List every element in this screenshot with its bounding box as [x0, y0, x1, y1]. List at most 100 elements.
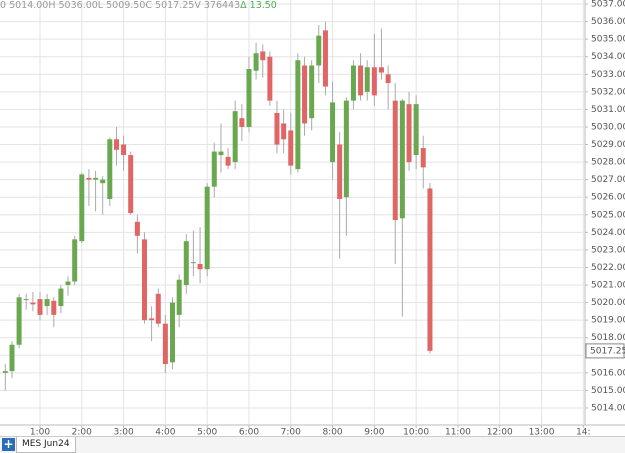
candle-body — [260, 51, 266, 61]
candle-body — [23, 299, 29, 301]
candle-body — [44, 299, 50, 307]
candle-body — [225, 156, 231, 166]
x-tick-label: 8:00 — [322, 428, 342, 437]
candle-body — [246, 69, 252, 127]
x-tick-label: 11:00 — [445, 428, 471, 437]
candle-body — [2, 371, 8, 373]
candle-body — [149, 318, 155, 321]
x-tick-label: 7:00 — [281, 428, 301, 437]
candle-body — [107, 139, 113, 199]
candle-body — [378, 67, 384, 73]
candle-body — [267, 56, 273, 101]
candle-body — [358, 65, 364, 96]
candle-body — [58, 288, 64, 307]
y-tick-label: 5035.00 — [591, 35, 625, 45]
y-tick-label: 5028.00 — [591, 158, 625, 168]
y-tick-label: 5030.00 — [591, 122, 625, 132]
candle-body — [343, 100, 349, 198]
candle-body — [295, 60, 301, 170]
candle-body — [169, 302, 175, 363]
x-tick-label: 9:00 — [364, 428, 384, 437]
candle-body — [128, 155, 134, 214]
candle-body — [16, 297, 22, 345]
candle-body — [399, 100, 405, 219]
axis-labels: 5014.005015.005016.005017.005018.005019.… — [30, 0, 625, 436]
candle-body — [93, 177, 99, 180]
y-tick-label: 5023.00 — [591, 245, 625, 255]
y-tick-label: 5015.00 — [591, 386, 625, 396]
candle-body — [176, 279, 182, 315]
x-tick-label: 10:00 — [403, 428, 429, 437]
y-tick-label: 5021.00 — [591, 281, 625, 291]
candles — [2, 21, 433, 391]
y-tick-label: 5026.00 — [591, 193, 625, 203]
candle-body — [183, 241, 189, 286]
y-tick-label: 5033.00 — [591, 70, 625, 80]
candle-body — [420, 148, 426, 168]
candle-body — [72, 239, 78, 282]
x-tick-label: 12:00 — [487, 428, 513, 437]
candle-body — [330, 102, 336, 163]
last-price-label: 5017.25 — [590, 346, 625, 356]
x-tick-label: 5:00 — [197, 428, 217, 437]
y-tick-label: 5037.00 — [591, 0, 625, 10]
candle-body — [350, 65, 356, 101]
x-tick-label: 3:00 — [113, 428, 133, 437]
candle-body — [86, 177, 92, 180]
x-tick-label: 6:00 — [239, 428, 259, 437]
candle-body — [79, 174, 85, 242]
candle-body — [37, 299, 43, 315]
candle-body — [9, 344, 15, 372]
y-tick-label: 5022.00 — [591, 263, 625, 273]
candle-body — [322, 30, 328, 87]
candle-body — [385, 74, 391, 84]
y-tick-label: 5027.00 — [591, 175, 625, 185]
x-tick-label: 13:00 — [529, 428, 555, 437]
candle-body — [288, 130, 294, 166]
y-tick-label: 5018.00 — [591, 333, 625, 343]
y-tick-label: 5016.00 — [591, 368, 625, 378]
x-tick-label: 14: — [576, 428, 590, 437]
last-price-box — [585, 343, 625, 359]
candle-body — [232, 111, 238, 163]
chart: 5014.005015.005016.005017.005018.005019.… — [0, 0, 625, 436]
candle-body — [427, 188, 433, 351]
candle-body — [197, 263, 203, 270]
candle-body — [113, 139, 119, 150]
y-tick-label: 5024.00 — [591, 228, 625, 238]
y-tick-label: 5031.00 — [591, 105, 625, 115]
candle-body — [141, 239, 147, 321]
ohlc-info: 0 5014.00H 5036.00L 5009.50C 5017.25V 37… — [0, 0, 277, 11]
y-tick-label: 5014.00 — [591, 403, 625, 413]
candle-body — [155, 293, 161, 324]
plot-area — [0, 0, 585, 425]
candle-body — [100, 179, 106, 184]
candle-body — [316, 35, 322, 66]
ohlc-text: 0 5014.00H 5036.00L 5009.50C 5017.25V 37… — [0, 0, 241, 11]
candle-body — [413, 104, 419, 156]
x-tick-label: 1:00 — [30, 428, 50, 437]
x-tick-label: 4:00 — [155, 428, 175, 437]
candle-body — [364, 67, 370, 92]
candle-body — [281, 123, 287, 140]
candle-body — [134, 221, 140, 236]
candle-body — [274, 112, 280, 145]
candle-body — [204, 186, 210, 270]
candle-body — [51, 300, 57, 315]
candle-body — [371, 67, 377, 96]
candle-body — [309, 65, 315, 119]
y-tick-label: 5036.00 — [591, 17, 625, 27]
candle-body — [30, 302, 36, 305]
candle-body — [302, 65, 308, 124]
tab-bar: + MES Jun24 — [0, 436, 625, 453]
y-tick-label: 5032.00 — [591, 87, 625, 97]
candle-body — [190, 262, 196, 264]
change-text: Δ 13.50 — [240, 0, 277, 11]
y-tick-label: 5034.00 — [591, 52, 625, 62]
add-tab-button[interactable]: + — [2, 437, 15, 451]
candle-body — [253, 53, 259, 71]
instrument-tab[interactable]: MES Jun24 — [16, 437, 76, 453]
candle-body — [218, 151, 224, 156]
x-tick-label: 2:00 — [72, 428, 92, 437]
candle-body — [121, 144, 127, 156]
